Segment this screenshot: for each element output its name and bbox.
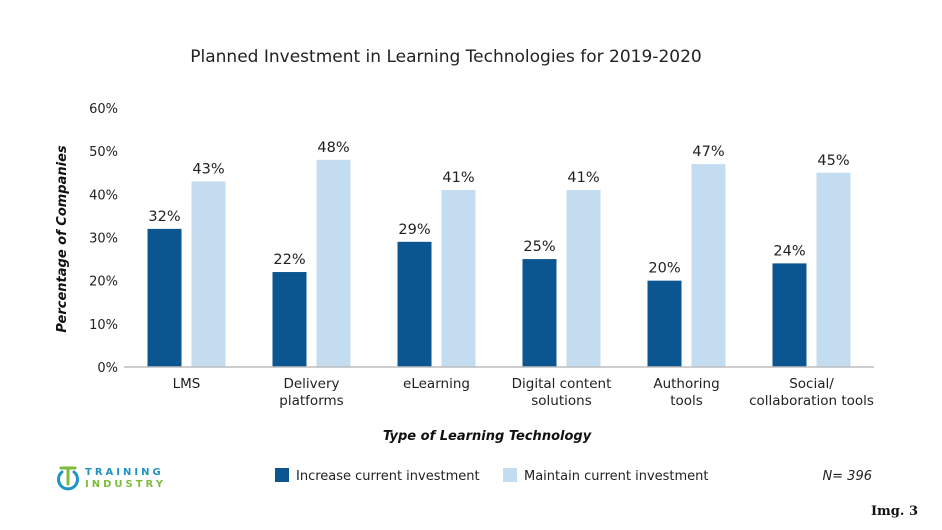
- logo-line2: INDUSTRY: [85, 479, 166, 490]
- data-label: 41%: [567, 170, 599, 186]
- data-label: 47%: [692, 144, 724, 160]
- data-label: 45%: [817, 153, 849, 169]
- bar-increase: [272, 272, 307, 367]
- legend: Increase current investment Maintain cur…: [275, 468, 709, 484]
- data-label: 22%: [273, 252, 305, 268]
- legend-label-increase: Increase current investment: [296, 469, 480, 484]
- bar-increase: [147, 228, 182, 367]
- x-axis-title: Type of Learning Technology: [383, 429, 592, 444]
- y-tick-label: 0%: [97, 361, 118, 376]
- bar-maintain: [566, 190, 601, 367]
- category-label: collaboration tools: [749, 393, 874, 409]
- data-label: 29%: [398, 222, 430, 238]
- sample-size-note: N= 396: [822, 469, 872, 484]
- bar-increase: [397, 241, 432, 367]
- y-tick-label: 10%: [89, 318, 118, 333]
- data-labels-group: 32% 43% 22% 48% 29% 41% 25% 41% 20% 47% 24% 45%: [148, 140, 849, 277]
- bar-maintain: [316, 159, 351, 367]
- y-tick-label: 60%: [89, 102, 118, 117]
- y-tick-label: 20%: [89, 275, 118, 290]
- bar-maintain: [691, 164, 726, 367]
- training-industry-logo: TRAINING INDUSTRY: [57, 466, 166, 491]
- data-label: 41%: [442, 170, 474, 186]
- category-label: Authoring: [653, 376, 719, 392]
- data-label: 20%: [648, 261, 680, 277]
- bar-maintain: [816, 172, 851, 367]
- y-axis-ticks: 0% 10% 20% 30% 40% 50% 60%: [89, 102, 118, 376]
- logo-line1: TRAINING: [85, 467, 164, 478]
- legend-swatch-maintain: [503, 468, 517, 482]
- image-caption: Img. 3: [871, 504, 918, 519]
- category-label: eLearning: [403, 376, 470, 392]
- data-label: 48%: [317, 140, 349, 156]
- bar-increase: [772, 263, 807, 367]
- category-label: solutions: [531, 393, 592, 409]
- bar-increase: [522, 259, 557, 367]
- legend-label-maintain: Maintain current investment: [524, 469, 709, 484]
- chart-title: Planned Investment in Learning Technolog…: [190, 47, 701, 67]
- category-label: LMS: [173, 376, 201, 392]
- y-axis-title: Percentage of Companies: [55, 145, 70, 333]
- category-label: Delivery: [283, 376, 339, 392]
- y-tick-label: 30%: [89, 232, 118, 247]
- category-label: tools: [670, 393, 703, 409]
- data-label: 24%: [773, 243, 805, 259]
- data-label: 25%: [523, 239, 555, 255]
- bars-group: [147, 159, 851, 367]
- y-tick-label: 50%: [89, 145, 118, 160]
- y-tick-label: 40%: [89, 188, 118, 203]
- bar-increase: [647, 280, 682, 367]
- data-label: 32%: [148, 209, 180, 225]
- category-label: Digital content: [512, 376, 612, 392]
- bar-maintain: [441, 190, 476, 367]
- data-label: 43%: [192, 161, 224, 177]
- category-label: Social/: [789, 376, 834, 392]
- category-label: platforms: [279, 393, 343, 409]
- logo-icon: [57, 466, 79, 491]
- legend-swatch-increase: [275, 468, 289, 482]
- bar-maintain: [191, 181, 226, 367]
